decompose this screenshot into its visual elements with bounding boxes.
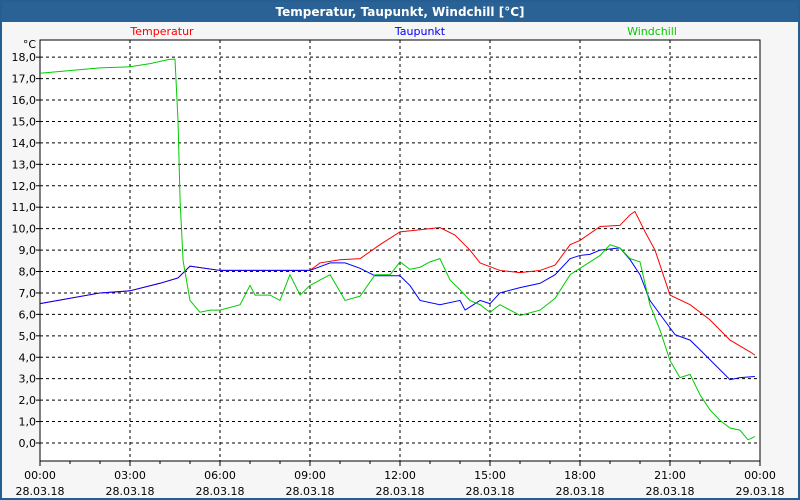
series-line-taupunkt xyxy=(39,247,755,381)
plot-border xyxy=(39,39,761,462)
x-tick-time: 12:00 xyxy=(384,469,416,482)
x-tick-date: 29.03.18 xyxy=(736,485,785,498)
x-tick-time: 00:00 xyxy=(24,469,56,482)
y-tick-label: 6,0 xyxy=(19,308,37,321)
x-tick-time: 09:00 xyxy=(294,469,326,482)
y-tick-label: 18,0 xyxy=(12,51,37,64)
x-tick-time: 21:00 xyxy=(654,469,686,482)
y-tick-label: 7,0 xyxy=(19,287,37,300)
x-tick-time: 15:00 xyxy=(474,469,506,482)
series-line-windchill xyxy=(39,58,756,441)
window-title: Temperatur, Taupunkt, Windchill [°C] xyxy=(2,2,798,22)
y-tick-label: 2,0 xyxy=(19,394,37,407)
y-tick-label: 5,0 xyxy=(19,330,37,343)
y-tick-label: 16,0 xyxy=(12,94,37,107)
y-tick-label: 13,0 xyxy=(12,158,37,171)
y-tick-label: 4,0 xyxy=(19,351,37,364)
x-tick-date: 28.03.18 xyxy=(106,485,155,498)
x-tick-date: 28.03.18 xyxy=(646,485,695,498)
y-tick-label: 14,0 xyxy=(12,137,37,150)
y-tick-label: 17,0 xyxy=(12,73,37,86)
legend-windchill: Windchill xyxy=(627,25,677,38)
x-tick-date: 28.03.18 xyxy=(556,485,605,498)
x-tick-date: 28.03.18 xyxy=(196,485,245,498)
x-tick-date: 28.03.18 xyxy=(376,485,425,498)
y-tick-label: 3,0 xyxy=(19,373,37,386)
legend-taupunkt: Taupunkt xyxy=(394,25,446,38)
y-axis-unit: °C xyxy=(23,38,37,51)
y-tick-label: 15,0 xyxy=(12,115,37,128)
y-tick-label: 10,0 xyxy=(12,223,37,236)
x-tick-time: 06:00 xyxy=(204,469,236,482)
y-tick-label: 1,0 xyxy=(19,416,37,429)
x-tick-date: 28.03.18 xyxy=(16,485,65,498)
y-tick-label: 11,0 xyxy=(12,201,37,214)
y-tick-label: 9,0 xyxy=(19,244,37,257)
x-tick-date: 28.03.18 xyxy=(466,485,515,498)
y-tick-label: 0,0 xyxy=(19,437,37,450)
x-tick-time: 00:00 xyxy=(744,469,776,482)
y-tick-label: 8,0 xyxy=(19,266,37,279)
legend-temperatur: Temperatur xyxy=(129,25,194,38)
y-tick-label: 12,0 xyxy=(12,180,37,193)
x-tick-time: 18:00 xyxy=(564,469,596,482)
x-tick-time: 03:00 xyxy=(114,469,146,482)
x-tick-date: 28.03.18 xyxy=(286,485,335,498)
